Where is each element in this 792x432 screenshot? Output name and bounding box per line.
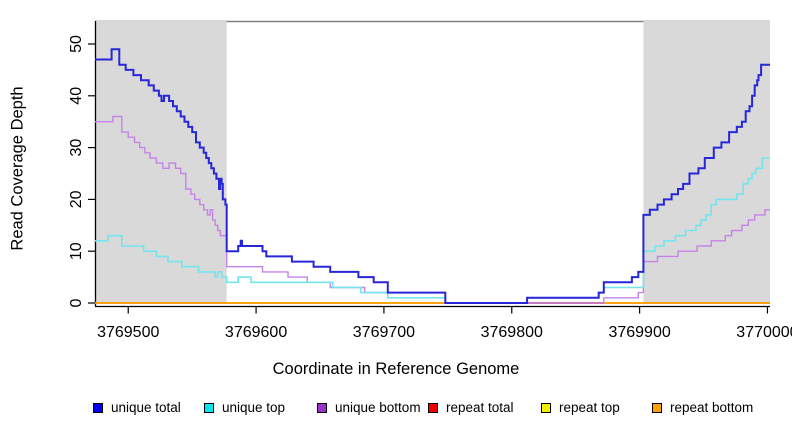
x-tick-label: 3769700 <box>353 324 415 341</box>
y-tick-label: 30 <box>68 139 85 157</box>
series-line-unique-total <box>95 48 770 304</box>
legend-label-repeat-top: repeat top <box>559 400 620 415</box>
legend: unique total unique top unique bottom repea… <box>0 401 792 419</box>
legend-item-unique-bottom: unique bottom <box>317 401 421 415</box>
legend-item-repeat-top: repeat top <box>541 401 620 415</box>
y-axis-title: Read Coverage Depth <box>8 86 27 251</box>
shaded-region-right <box>643 20 770 304</box>
legend-item-unique-top: unique top <box>204 401 285 415</box>
legend-swatch-repeat-bottom <box>652 403 662 413</box>
x-tick-label: 3769500 <box>97 324 159 341</box>
legend-label-unique-bottom: unique bottom <box>335 400 421 415</box>
y-tick-label: 0 <box>68 298 85 307</box>
x-tick-label: 3769800 <box>481 324 543 341</box>
y-tick-label: 40 <box>68 87 85 105</box>
legend-swatch-repeat-top <box>541 403 551 413</box>
x-tick-label: 3769600 <box>225 324 287 341</box>
legend-label-unique-total: unique total <box>111 400 181 415</box>
y-tick-label: 20 <box>68 190 85 208</box>
y-tick-label: 50 <box>68 35 85 53</box>
legend-swatch-unique-total <box>93 403 103 413</box>
legend-swatch-unique-bottom <box>317 403 327 413</box>
series-line-unique-bottom <box>95 115 770 304</box>
legend-swatch-unique-top <box>204 403 214 413</box>
x-tick-label: 3769900 <box>608 324 670 341</box>
legend-item-repeat-bottom: repeat bottom <box>652 401 753 415</box>
legend-item-unique-total: unique total <box>93 401 181 415</box>
y-tick-label: 10 <box>68 242 85 260</box>
legend-label-repeat-total: repeat total <box>446 400 514 415</box>
legend-item-repeat-total: repeat total <box>428 401 514 415</box>
legend-label-unique-top: unique top <box>222 400 286 415</box>
shaded-region-left <box>95 20 227 304</box>
x-axis-title: Coordinate in Reference Genome <box>272 360 520 378</box>
legend-label-repeat-bottom: repeat bottom <box>670 400 754 415</box>
legend-swatch-repeat-total <box>428 403 438 413</box>
